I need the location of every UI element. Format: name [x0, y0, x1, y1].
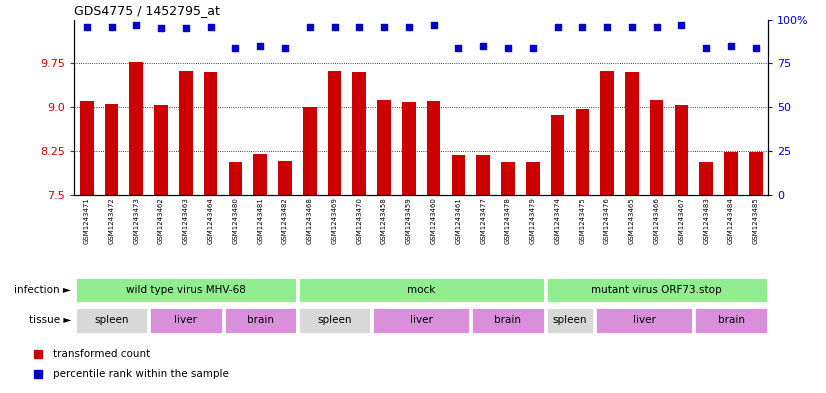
Bar — [427, 101, 440, 195]
Bar — [373, 307, 470, 334]
Bar — [130, 62, 143, 195]
Point — [526, 44, 539, 51]
Bar — [353, 72, 366, 195]
Point — [353, 24, 366, 30]
Bar — [154, 105, 168, 195]
Text: brain: brain — [247, 316, 273, 325]
Text: spleen: spleen — [553, 316, 587, 325]
Point — [625, 24, 638, 30]
Bar — [229, 162, 242, 195]
Point — [477, 43, 490, 49]
Point — [377, 24, 391, 30]
Bar — [749, 152, 762, 195]
Bar — [328, 71, 341, 195]
Bar — [477, 156, 490, 195]
Bar — [298, 277, 544, 303]
Text: transformed count: transformed count — [54, 349, 150, 359]
Point — [303, 24, 316, 30]
Bar — [75, 307, 148, 334]
Text: spleen: spleen — [317, 316, 352, 325]
Point — [452, 44, 465, 51]
Bar — [695, 307, 767, 334]
Bar — [150, 307, 222, 334]
Bar — [377, 99, 391, 195]
Bar — [601, 71, 614, 195]
Bar — [105, 104, 118, 195]
Bar — [224, 307, 297, 334]
Bar — [80, 101, 93, 195]
Point — [650, 24, 663, 30]
Bar — [700, 162, 713, 195]
Bar — [546, 307, 594, 334]
Point — [551, 24, 564, 30]
Point — [749, 44, 762, 51]
Point — [675, 22, 688, 28]
Point — [154, 25, 168, 31]
Point — [501, 44, 515, 51]
Bar — [576, 109, 589, 195]
Point — [427, 22, 440, 28]
Text: liver: liver — [633, 316, 656, 325]
Bar — [452, 156, 465, 195]
Bar — [204, 72, 217, 195]
Point — [204, 24, 217, 30]
Point — [130, 22, 143, 28]
Text: mutant virus ORF73.stop: mutant virus ORF73.stop — [591, 285, 722, 295]
Text: liver: liver — [174, 316, 197, 325]
Text: infection ►: infection ► — [14, 285, 71, 295]
Point — [328, 24, 341, 30]
Bar — [724, 152, 738, 195]
Bar — [472, 307, 544, 334]
Bar — [546, 277, 767, 303]
Text: brain: brain — [495, 316, 521, 325]
Point — [80, 24, 93, 30]
Text: brain: brain — [718, 316, 744, 325]
Bar — [675, 105, 688, 195]
Point — [700, 44, 713, 51]
Point — [278, 44, 292, 51]
Point — [724, 43, 738, 49]
Bar — [650, 100, 663, 195]
Point — [254, 43, 267, 49]
Text: GDS4775 / 1452795_at: GDS4775 / 1452795_at — [74, 4, 221, 17]
Point — [601, 24, 614, 30]
Bar — [501, 162, 515, 195]
Bar — [75, 277, 297, 303]
Bar — [254, 154, 267, 195]
Text: percentile rank within the sample: percentile rank within the sample — [54, 369, 230, 379]
Bar — [298, 307, 371, 334]
Bar — [551, 115, 564, 195]
Text: wild type virus MHV-68: wild type virus MHV-68 — [126, 285, 246, 295]
Bar — [179, 71, 192, 195]
Bar — [596, 307, 693, 334]
Bar — [526, 162, 539, 195]
Text: spleen: spleen — [94, 316, 129, 325]
Point — [105, 24, 118, 30]
Point — [179, 25, 192, 31]
Bar — [402, 103, 415, 195]
Point — [229, 44, 242, 51]
Text: liver: liver — [410, 316, 433, 325]
Bar — [278, 161, 292, 195]
Text: tissue ►: tissue ► — [29, 316, 71, 325]
Bar — [625, 72, 638, 195]
Point — [402, 24, 415, 30]
Point — [576, 24, 589, 30]
Bar — [303, 107, 316, 195]
Text: mock: mock — [407, 285, 435, 295]
